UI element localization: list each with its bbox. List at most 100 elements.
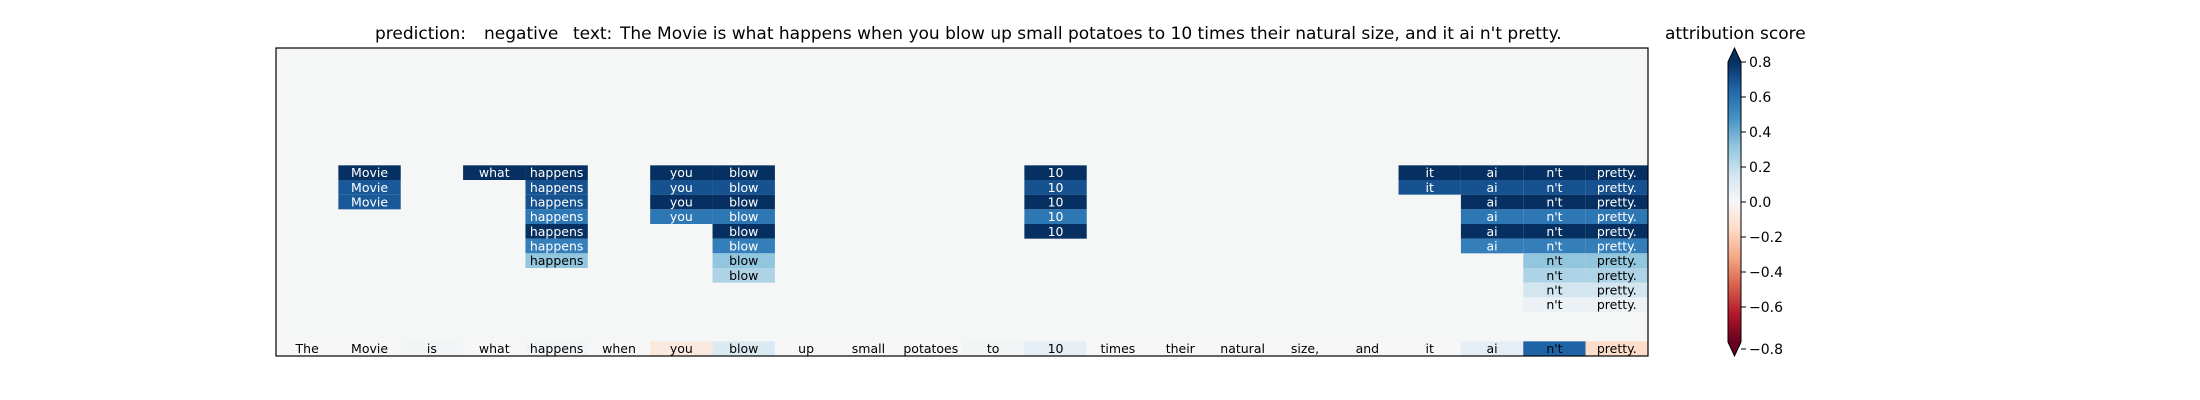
- cell-token-label: 10: [1048, 224, 1064, 239]
- cell-token-label: it: [1426, 165, 1434, 180]
- cell-token-label: n't: [1546, 239, 1562, 254]
- attribution-cell: [1398, 180, 1461, 195]
- cell-token-label: ai: [1487, 224, 1498, 239]
- title-text-value: The Movie is what happens when you blow …: [619, 24, 1562, 44]
- base-score-cell: [1024, 341, 1087, 356]
- cell-token-label: pretty.: [1597, 268, 1637, 283]
- x-tick-labels: The Movie is what happens when you blow up small p…: [295, 341, 1637, 356]
- attribution-cell: [1523, 180, 1586, 195]
- attribution-cell: [1024, 194, 1087, 210]
- attribution-cell: [1585, 209, 1648, 224]
- cell-token-label: happens: [530, 165, 584, 180]
- attribution-cell: [1585, 165, 1648, 180]
- cell-token-label: blow: [729, 195, 758, 210]
- attribution-cell: [1523, 253, 1586, 268]
- attribution-cell: [1460, 194, 1524, 210]
- base-score-cell: [1523, 341, 1586, 356]
- cell-token-label: n't: [1546, 253, 1562, 268]
- attribution-cell: [525, 180, 588, 195]
- attribution-cell: [525, 194, 588, 210]
- x-tick-label: their: [1166, 341, 1196, 356]
- base-score-cell: [1273, 341, 1337, 356]
- cell-token-label: blow: [729, 180, 758, 195]
- x-tick-label: Movie: [351, 341, 388, 356]
- x-tick-label: natural: [1220, 341, 1265, 356]
- attribution-cell: [712, 224, 775, 239]
- base-score-cell: [1336, 341, 1399, 356]
- attribution-cell: [1523, 238, 1586, 254]
- attribution-cell: [650, 194, 713, 210]
- cell-token-label: pretty.: [1597, 180, 1637, 195]
- x-tick-label: it: [1426, 341, 1434, 356]
- x-tick-label: potatoes: [903, 341, 958, 356]
- colorbar-tick-label: −0.2: [1749, 230, 1783, 246]
- cell-token-label: blow: [729, 165, 758, 180]
- colorbar-tick-label: 0.6: [1749, 90, 1771, 106]
- attribution-cell: [525, 165, 588, 180]
- attribution-cell: [1523, 165, 1586, 180]
- cell-token-label: n't: [1546, 268, 1562, 283]
- cell-token-label: you: [670, 209, 693, 224]
- attribution-cell: [1523, 194, 1586, 210]
- x-tick-label: is: [427, 341, 437, 356]
- attribution-cell: [463, 165, 526, 180]
- colorbar-tick-label: 0.0: [1749, 195, 1771, 211]
- colorbar-gradient: [1728, 62, 1741, 342]
- x-tick-label: pretty.: [1597, 341, 1637, 356]
- base-score-cell: [400, 341, 464, 356]
- cell-token-label: 10: [1048, 180, 1064, 195]
- attribution-cell: [1523, 224, 1586, 239]
- base-score-cell: [712, 341, 775, 356]
- attribution-cell: [1585, 224, 1648, 239]
- attribution-cell: [650, 165, 713, 180]
- x-tick-label: small: [852, 341, 885, 356]
- colorbar: 0.8 0.6 0.4 0.2 0.0 −0.2 −0.4 −0.6 −0.8 attribut…: [1665, 24, 1806, 358]
- title-prediction-value: negative: [484, 24, 558, 44]
- attribution-cell: [712, 180, 775, 195]
- cell-token-label: Movie: [351, 180, 388, 195]
- cell-token-label: pretty.: [1597, 239, 1637, 254]
- cell-token-label: happens: [530, 253, 584, 268]
- chart-title: prediction: negative text: The Movie is …: [375, 24, 1562, 44]
- cell-token-label: 10: [1048, 165, 1064, 180]
- colorbar-ticks: 0.8 0.6 0.4 0.2 0.0 −0.2 −0.4 −0.6 −0.8: [1741, 55, 1783, 358]
- attribution-cell: [1024, 224, 1087, 239]
- base-score-cell: [774, 341, 838, 356]
- attribution-cell: [1585, 180, 1648, 195]
- attribution-cell: [525, 224, 588, 239]
- colorbar-tick-label: 0.2: [1749, 160, 1771, 176]
- x-tick-label: and: [1356, 341, 1380, 356]
- colorbar-extend-top: [1728, 48, 1741, 62]
- attribution-cell: [1585, 194, 1648, 210]
- base-score-cell: [587, 341, 651, 356]
- attribution-cell: [1398, 165, 1461, 180]
- cell-token-label: pretty.: [1597, 297, 1637, 312]
- cell-token-label: what: [479, 165, 510, 180]
- title-prediction-prefix: prediction:: [375, 24, 466, 44]
- attribution-cell: [338, 165, 401, 180]
- x-tick-label: ai: [1487, 341, 1498, 356]
- colorbar-tick-label: −0.8: [1749, 342, 1783, 358]
- colorbar-tick-label: −0.6: [1749, 300, 1783, 316]
- cell-token-label: you: [670, 180, 693, 195]
- cell-token-label: pretty.: [1597, 283, 1637, 298]
- colorbar-tick-label: 0.4: [1749, 125, 1771, 141]
- cell-token-label: 10: [1048, 209, 1064, 224]
- colorbar-outline: [1727, 46, 1742, 358]
- cell-token-label: n't: [1546, 195, 1562, 210]
- cell-token-label: ai: [1487, 180, 1498, 195]
- attribution-cell: [1585, 282, 1648, 298]
- attribution-cell: [525, 209, 588, 224]
- base-score-cell: [962, 341, 1025, 356]
- attribution-cell: [1585, 238, 1648, 254]
- base-score-cell: [650, 341, 713, 356]
- attribution-cell: [1585, 253, 1648, 268]
- x-tick-label: blow: [729, 341, 758, 356]
- cell-token-label: n't: [1546, 224, 1562, 239]
- x-tick-label: n't: [1546, 341, 1562, 356]
- attribution-cell: [338, 194, 401, 210]
- x-tick-label: to: [987, 341, 1000, 356]
- cell-token-label: blow: [729, 209, 758, 224]
- x-tick-label: up: [798, 341, 814, 356]
